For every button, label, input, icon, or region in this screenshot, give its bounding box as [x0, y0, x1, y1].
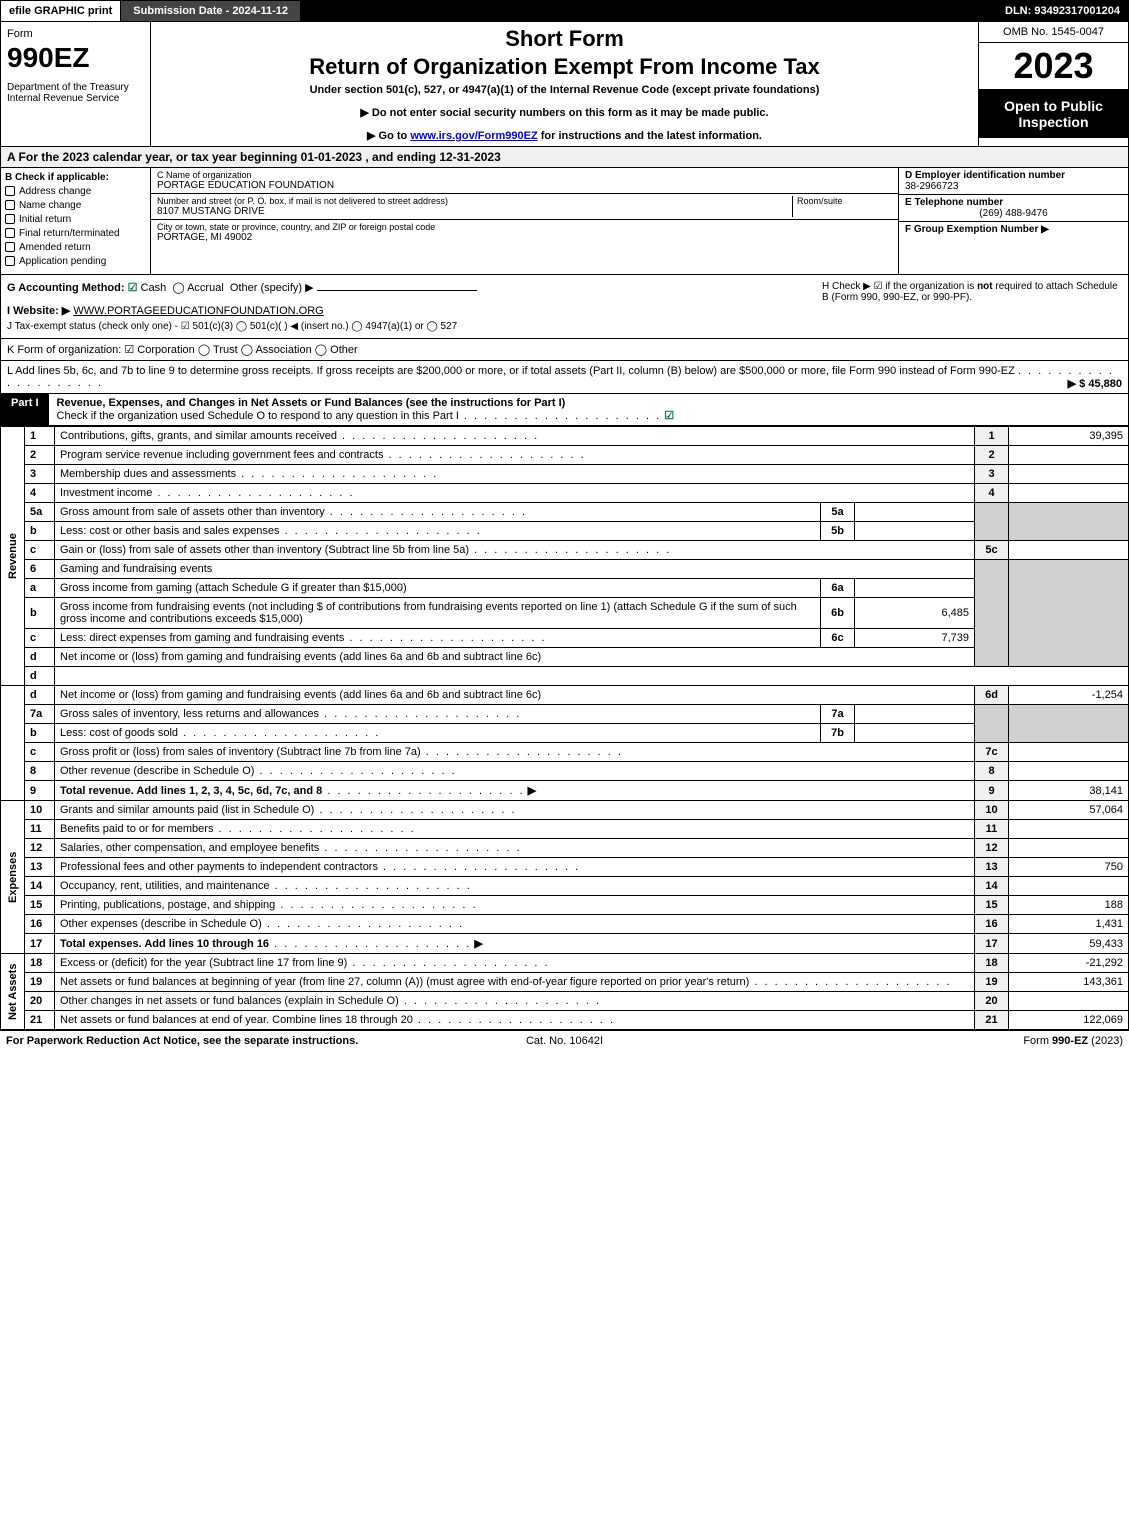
row-k: K Form of organization: ☑ Corporation ◯ … [0, 339, 1129, 361]
top-bar: efile GRAPHIC print Submission Date - 20… [0, 0, 1129, 22]
footer-right: Form 990-EZ (2023) [751, 1035, 1123, 1047]
city-value: PORTAGE, MI 49002 [157, 232, 892, 243]
cb-amended-return[interactable]: Amended return [5, 242, 146, 253]
cb-application-pending[interactable]: Application pending [5, 256, 146, 267]
column-b-checkboxes: B Check if applicable: Address change Na… [1, 168, 151, 274]
street-cell: Number and street (or P. O. box, if mail… [151, 194, 898, 220]
g-cash: Cash [141, 282, 167, 294]
check-icon: ☑ [664, 410, 674, 422]
row-l: L Add lines 5b, 6c, and 7b to line 9 to … [0, 361, 1129, 394]
website-url[interactable]: WWW.PORTAGEEDUCATIONFOUNDATION.ORG [73, 305, 323, 317]
form-title: Return of Organization Exempt From Incom… [159, 54, 970, 80]
part-i-title: Revenue, Expenses, and Changes in Net As… [49, 394, 1128, 425]
l-amount: ▶ $ 45,880 [1068, 377, 1122, 390]
omb-number: OMB No. 1545-0047 [979, 22, 1128, 43]
cb-name-change[interactable]: Name change [5, 200, 146, 211]
form-header: Form 990EZ Department of the Treasury In… [0, 22, 1129, 147]
i-label: I Website: ▶ [7, 305, 70, 317]
l-text: L Add lines 5b, 6c, and 7b to line 9 to … [7, 365, 1015, 377]
tax-year: 2023 [979, 43, 1128, 90]
short-form-title: Short Form [159, 26, 970, 52]
h-text1: H Check ▶ ☑ if the organization is [822, 281, 977, 292]
line-desc: Contributions, gifts, grants, and simila… [55, 427, 975, 446]
note2-post: for instructions and the latest informat… [538, 130, 762, 142]
header-right: OMB No. 1545-0047 2023 Open to Public In… [978, 22, 1128, 146]
group-cell: F Group Exemption Number ▶ [899, 222, 1128, 237]
h-schedule-b: H Check ▶ ☑ if the organization is not r… [822, 281, 1122, 332]
c-name-label: C Name of organization [157, 170, 892, 180]
dln-label: DLN: 93492317001204 [997, 1, 1128, 21]
part-i-sub: Check if the organization used Schedule … [57, 410, 459, 422]
b-label: B Check if applicable: [5, 172, 146, 183]
j-tax-exempt: J Tax-exempt status (check only one) - ☑… [7, 321, 822, 332]
tel-value: (269) 488-9476 [905, 208, 1122, 219]
room-label: Room/suite [797, 196, 892, 206]
check-icon: ☑ [128, 282, 138, 294]
street-value: 8107 MUSTANG DRIVE [157, 206, 792, 217]
line-num: 1 [25, 427, 55, 446]
column-d-e-f: D Employer identification number 38-2966… [898, 168, 1128, 274]
expenses-section-label: Expenses [1, 801, 25, 954]
city-cell: City or town, state or province, country… [151, 220, 898, 245]
lines-table: Revenue 1 Contributions, gifts, grants, … [0, 426, 1129, 686]
footer-left: For Paperwork Reduction Act Notice, see … [6, 1035, 378, 1047]
note2-pre: ▶ Go to [367, 130, 410, 142]
section-b-to-f: B Check if applicable: Address change Na… [0, 168, 1129, 275]
group-label: F Group Exemption Number ▶ [905, 224, 1122, 235]
efile-label[interactable]: efile GRAPHIC print [1, 1, 121, 21]
street-label: Number and street (or P. O. box, if mail… [157, 196, 792, 206]
tel-cell: E Telephone number (269) 488-9476 [899, 195, 1128, 222]
note-goto: ▶ Go to www.irs.gov/Form990EZ for instru… [159, 129, 970, 142]
header-mid: Short Form Return of Organization Exempt… [151, 22, 978, 146]
g-label: G Accounting Method: [7, 282, 125, 294]
cb-final-return[interactable]: Final return/terminated [5, 228, 146, 239]
line-inum: 1 [975, 427, 1009, 446]
note-ssn: ▶ Do not enter social security numbers o… [159, 106, 970, 119]
page-footer: For Paperwork Reduction Act Notice, see … [0, 1030, 1129, 1051]
form-number: 990EZ [7, 42, 144, 74]
lines-table-2: Revenue d Net income or (loss) from gami… [0, 685, 1129, 1030]
line-val: 39,395 [1009, 427, 1129, 446]
part-i-label: Part I [1, 394, 49, 425]
column-c-org-info: C Name of organization PORTAGE EDUCATION… [151, 168, 898, 274]
g-other: Other (specify) ▶ [230, 282, 314, 294]
h-not: not [977, 281, 993, 292]
org-name: PORTAGE EDUCATION FOUNDATION [157, 180, 892, 191]
org-name-cell: C Name of organization PORTAGE EDUCATION… [151, 168, 898, 194]
ein-label: D Employer identification number [905, 170, 1122, 181]
form-label: Form [7, 28, 144, 40]
part-i-header: Part I Revenue, Expenses, and Changes in… [0, 394, 1129, 426]
submission-date: Submission Date - 2024-11-12 [121, 1, 301, 21]
row-a-taxyear: A For the 2023 calendar year, or tax yea… [0, 147, 1129, 168]
topbar-spacer [301, 1, 997, 21]
tel-label: E Telephone number [905, 197, 1122, 208]
inspection-label: Open to Public Inspection [979, 90, 1128, 138]
city-label: City or town, state or province, country… [157, 222, 892, 232]
revenue-section-label: Revenue [1, 427, 25, 686]
irs-link[interactable]: www.irs.gov/Form990EZ [410, 130, 537, 142]
ein-value: 38-2966723 [905, 181, 1122, 192]
netassets-section-label: Net Assets [1, 954, 25, 1030]
header-left: Form 990EZ Department of the Treasury In… [1, 22, 151, 146]
footer-mid: Cat. No. 10642I [378, 1035, 750, 1047]
ein-cell: D Employer identification number 38-2966… [899, 168, 1128, 195]
cb-address-change[interactable]: Address change [5, 186, 146, 197]
g-accrual: Accrual [187, 282, 224, 294]
department-label: Department of the Treasury Internal Reve… [7, 82, 144, 104]
row-g-h: G Accounting Method: ☑ Cash ◯ Accrual Ot… [0, 275, 1129, 339]
cb-initial-return[interactable]: Initial return [5, 214, 146, 225]
under-section: Under section 501(c), 527, or 4947(a)(1)… [159, 84, 970, 96]
g-accounting: G Accounting Method: ☑ Cash ◯ Accrual Ot… [7, 281, 822, 332]
